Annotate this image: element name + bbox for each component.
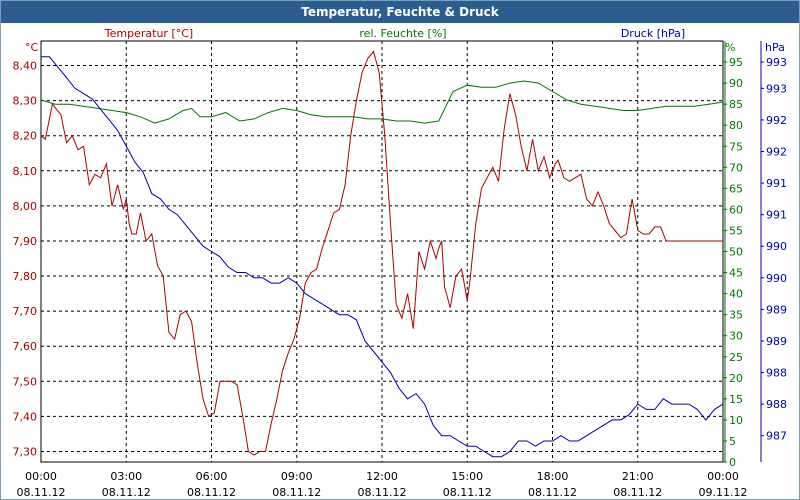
grid	[40, 40, 764, 463]
humidity-tick-label: 55	[729, 224, 743, 237]
humidity-tick-label: 60	[729, 203, 743, 216]
pressure-tick-label: 992	[766, 146, 787, 159]
humidity-tick-label: 45	[729, 267, 743, 280]
humidity-tick-label: 10	[729, 414, 743, 427]
x-tick-date: 08.11.12	[528, 486, 577, 499]
pressure-unit-label: hPa	[765, 41, 785, 54]
humidity-tick-label: 20	[729, 372, 743, 385]
temperature-tick-label: 8,00	[13, 200, 38, 213]
x-tick-time: 09:00	[281, 470, 313, 483]
label-layer: 00:00 08.11.12 03:00 08.11.12 06:00 08.11.12 0…	[13, 27, 788, 499]
temperature-tick-label: 7,30	[13, 445, 38, 458]
x-tick-time: 06:00	[196, 470, 228, 483]
temperature-unit-label: °C	[25, 41, 39, 54]
pressure-tick-label: 989	[766, 335, 787, 348]
pressure-tick-label: 988	[766, 398, 787, 411]
temperature-axis-title: Temperatur [°C]	[104, 27, 193, 40]
pressure-tick-label: 993	[766, 56, 787, 69]
humidity-tick-label: 75	[729, 140, 743, 153]
temperature-tick-label: 7,50	[13, 375, 38, 388]
humidity-tick-label: 85	[729, 98, 743, 111]
humidity-tick-label: 90	[729, 77, 743, 90]
humidity-tick-label: 15	[729, 393, 743, 406]
x-tick-time: 15:00	[451, 470, 483, 483]
pressure-tick-label: 988	[766, 367, 787, 380]
x-tick-date: 08.11.12	[17, 486, 66, 499]
pressure-tick-label: 992	[766, 114, 787, 127]
series-line-humidity	[40, 80, 724, 124]
x-tick-time: 18:00	[537, 470, 569, 483]
x-tick-date: 08.11.12	[358, 486, 407, 499]
humidity-tick-label: 25	[729, 351, 743, 364]
temperature-tick-label: 8,20	[13, 130, 38, 143]
temperature-tick-label: 7,40	[13, 410, 38, 423]
x-tick-date: 08.11.12	[443, 486, 492, 499]
x-tick-time: 03:00	[110, 470, 142, 483]
x-tick-date: 08.11.12	[272, 486, 321, 499]
temperature-tick-label: 7,90	[13, 235, 38, 248]
x-tick-time: 12:00	[366, 470, 398, 483]
humidity-axis-title: rel. Feuchte [%]	[359, 27, 446, 40]
temperature-tick-label: 8,30	[13, 95, 38, 108]
humidity-tick-label: 35	[729, 309, 743, 322]
x-tick-time: 00:00	[707, 470, 739, 483]
series-layer	[40, 50, 724, 458]
pressure-tick-label: 987	[766, 430, 787, 443]
pressure-tick-label: 990	[766, 240, 787, 253]
pressure-axis-title: Druck [hPa]	[621, 27, 685, 40]
humidity-tick-label: 0	[729, 456, 736, 469]
x-tick-date: 08.11.12	[613, 486, 662, 499]
chart-title: Temperatur, Feuchte & Druck	[1, 1, 799, 23]
x-tick-time: 21:00	[622, 470, 654, 483]
x-tick-date: 08.11.12	[102, 486, 151, 499]
pressure-tick-label: 991	[766, 209, 787, 222]
x-tick-time: 00:00	[25, 470, 57, 483]
humidity-unit-label: %	[725, 41, 735, 54]
pressure-tick-label: 990	[766, 272, 787, 285]
humidity-tick-label: 70	[729, 161, 743, 174]
series-line-pressure	[41, 56, 724, 458]
humidity-tick-label: 50	[729, 246, 743, 259]
humidity-tick-label: 5	[729, 435, 736, 448]
temperature-tick-label: 8,10	[13, 165, 38, 178]
temperature-tick-label: 8,40	[13, 60, 38, 73]
temperature-tick-label: 7,60	[13, 340, 38, 353]
x-tick-date: 09.11.12	[699, 486, 748, 499]
pressure-tick-label: 993	[766, 82, 787, 95]
temperature-tick-label: 7,80	[13, 270, 38, 283]
temperature-tick-label: 7,70	[13, 305, 38, 318]
x-tick-date: 08.11.12	[187, 486, 236, 499]
humidity-tick-label: 30	[729, 330, 743, 343]
pressure-tick-label: 991	[766, 177, 787, 190]
series-line-temperature	[40, 50, 723, 456]
humidity-tick-label: 80	[729, 119, 743, 132]
humidity-tick-label: 65	[729, 182, 743, 195]
humidity-tick-label: 95	[729, 56, 743, 69]
humidity-tick-label: 40	[729, 288, 743, 301]
pressure-tick-label: 989	[766, 303, 787, 316]
